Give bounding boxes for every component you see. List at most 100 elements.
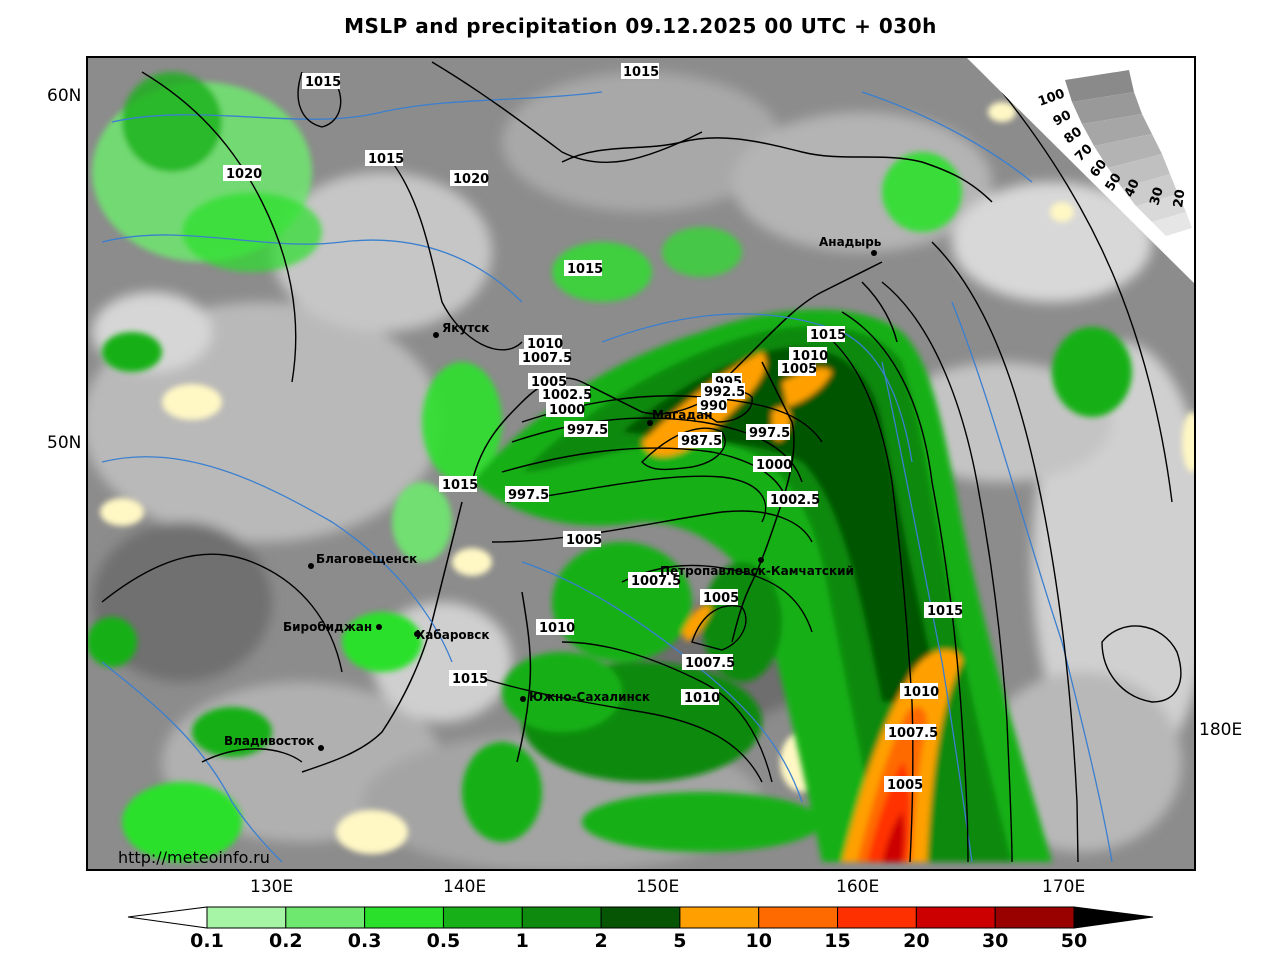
isobar-label-text: 990 xyxy=(700,399,727,414)
isobar-label: 1000 xyxy=(753,456,792,473)
colorbar-cell xyxy=(206,906,287,929)
isobar-label-text: 1005 xyxy=(703,591,739,606)
isobar-label: 1015 xyxy=(439,476,478,493)
isobar-label: 1020 xyxy=(450,170,489,187)
isobar-label: 1007.5 xyxy=(682,654,735,671)
isobar-label: 1010 xyxy=(524,335,563,352)
colorbar-label: 15 xyxy=(824,930,851,952)
isobar-label: 1015 xyxy=(365,150,404,167)
isobar-label-text: 1000 xyxy=(756,458,792,473)
isobar-label: 1007.5 xyxy=(885,724,938,741)
isobar-label-text: 1007.5 xyxy=(522,351,572,366)
isobar-label-text: 1007.5 xyxy=(888,726,938,741)
cloud-scale-label-40: 40 xyxy=(1122,177,1143,200)
isobar-label: 1010 xyxy=(900,683,939,700)
isobar-label: 1015 xyxy=(564,260,603,277)
isobar-label: 1010 xyxy=(536,619,575,636)
isobar-label-text: 1005 xyxy=(887,778,923,793)
city-label-anadyr: Анадырь xyxy=(819,235,882,249)
isobar-label-text: 987.5 xyxy=(681,434,722,449)
isobar-label: 990 xyxy=(697,397,727,414)
colorbar-cell xyxy=(915,906,996,929)
isobar-label-text: 1010 xyxy=(539,621,575,636)
isobar-label: 1000 xyxy=(546,401,585,418)
isobar-label: 1010 xyxy=(681,689,720,706)
colorbar-cell xyxy=(837,906,917,929)
isobar-label-text: 1015 xyxy=(927,604,963,619)
colorbar-high-arrow xyxy=(1073,906,1154,929)
city-dot xyxy=(414,631,420,637)
isobar-label-text: 1015 xyxy=(623,65,659,80)
city-dot xyxy=(520,696,526,702)
isobar-label-text: 997.5 xyxy=(508,488,549,503)
city-dot xyxy=(871,250,877,256)
city-dot xyxy=(318,745,324,751)
isobar-label-text: 997.5 xyxy=(749,426,790,441)
isobar-label-text: 1015 xyxy=(305,75,341,90)
isobar-label: 1020 xyxy=(223,165,262,182)
isobar-label: 1005 xyxy=(563,531,602,548)
isobar-label: 992.5 xyxy=(701,383,745,400)
colorbar-label: 5 xyxy=(673,930,687,952)
isobar-label-text: 992.5 xyxy=(704,385,745,400)
isobar-label-text: 1000 xyxy=(549,403,585,418)
isobar-label: 1015 xyxy=(302,73,341,90)
lat-label-60n: 60N xyxy=(47,86,82,106)
isobar-labels: 1015 1020 1015 1020 1015 1015 1010 1007.… xyxy=(223,63,963,793)
city-label-khabarovsk: Хабаровск xyxy=(416,628,490,642)
colorbar-cell xyxy=(600,906,681,929)
isobar-label: 1015 xyxy=(924,602,963,619)
isobar-label-text: 1010 xyxy=(903,685,939,700)
colorbar-cell xyxy=(521,906,602,929)
isobar-label: 1007.5 xyxy=(519,349,572,366)
cloud-scale-label-30: 30 xyxy=(1147,186,1166,208)
colorbar-label: 1 xyxy=(515,930,529,952)
city-markers: Якутск Магадан Анадырь Благовещенск Биро… xyxy=(224,235,882,751)
weather-map: 100 90 80 70 60 50 40 30 20 1015 1020 10… xyxy=(86,56,1196,871)
colorbar-label: 50 xyxy=(1060,930,1088,952)
isobar-label: 997.5 xyxy=(564,421,608,438)
isobar-label: 1005 xyxy=(778,360,817,377)
lon-label-140e: 140E xyxy=(443,877,487,897)
city-label-petropavlovsk: Петропавловск-Камчатский xyxy=(660,564,854,578)
isobar-label: 1015 xyxy=(449,670,488,687)
precipitation-colorbar xyxy=(127,906,1154,929)
city-dot xyxy=(758,557,764,563)
isobar-label-text: 1015 xyxy=(368,152,404,167)
isobar-label-text: 1007.5 xyxy=(631,574,681,589)
isobars xyxy=(101,61,1182,863)
isobar-label-text: 1015 xyxy=(442,478,478,493)
colorbar-cell xyxy=(679,906,760,929)
isobar-label-text: 1015 xyxy=(810,328,846,343)
city-label-yuzhno-sakhalinsk: Южно-Сахалинск xyxy=(529,690,650,704)
isobar-label: 1005 xyxy=(884,776,923,793)
lon-label-130e: 130E xyxy=(250,877,294,897)
isobar-label: 1015 xyxy=(807,326,846,343)
city-label-vladivostok: Владивосток xyxy=(224,734,314,748)
colorbar-label: 0.1 xyxy=(190,930,224,952)
lat-label-50n: 50N xyxy=(47,433,82,453)
isobar-label: 1002.5 xyxy=(539,386,592,403)
cloud-scale-label-20: 20 xyxy=(1171,189,1188,209)
colorbar-cell xyxy=(758,906,839,929)
isobar-label: 987.5 xyxy=(678,432,722,449)
isobar-label-text: 1015 xyxy=(567,262,603,277)
isobar-label-text: 1010 xyxy=(527,337,563,352)
isobar-label-text: 1002.5 xyxy=(770,493,820,508)
lon-label-150e: 150E xyxy=(636,877,680,897)
city-dot xyxy=(376,624,382,630)
isobar-label: 997.5 xyxy=(746,424,790,441)
watermark: http://meteoinfo.ru xyxy=(118,848,270,867)
isobar-label-text: 997.5 xyxy=(567,423,608,438)
isobar-label-text: 1010 xyxy=(684,691,720,706)
lon-label-170e: 170E xyxy=(1042,877,1086,897)
colorbar-label: 0.2 xyxy=(268,930,303,952)
city-label-yakutsk: Якутск xyxy=(442,321,489,335)
isobar-label: 1005 xyxy=(700,589,739,606)
city-dot xyxy=(308,563,314,569)
lon-label-160e: 160E xyxy=(836,877,880,897)
isobar-label-text: 1020 xyxy=(453,172,489,187)
city-label-blagoveshchensk: Благовещенск xyxy=(316,552,417,566)
colorbar-label: 30 xyxy=(981,930,1009,952)
colorbar-label: 0.3 xyxy=(347,930,382,952)
